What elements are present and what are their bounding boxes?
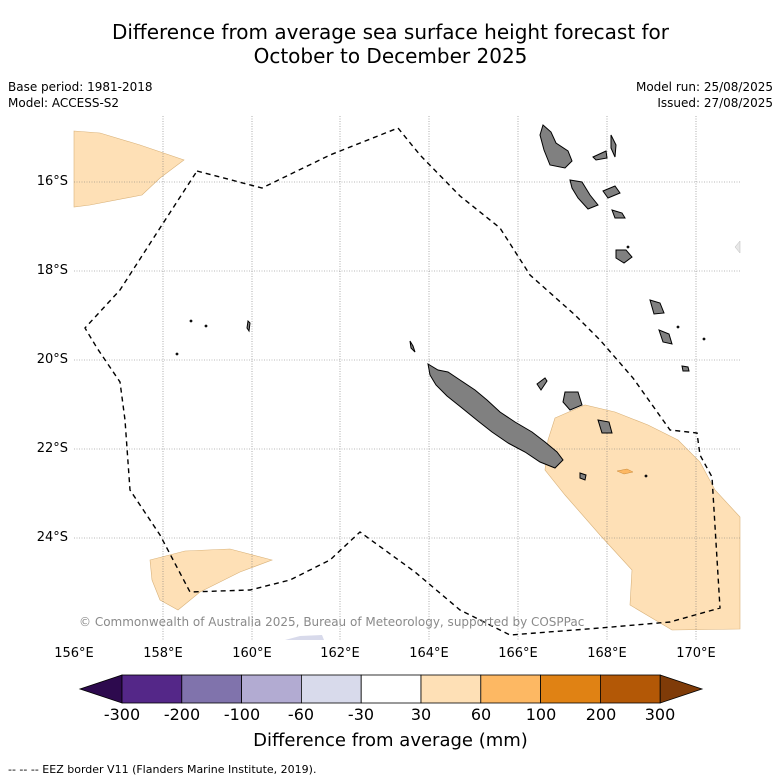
colorbar-tick: -300 [103, 705, 141, 724]
colorbar-tick: 100 [525, 705, 557, 724]
loyalty-ouvea [536, 377, 548, 391]
colorbar-segment [241, 674, 302, 704]
loyalty-lifou [562, 391, 583, 411]
chesterfield-reef [246, 319, 251, 333]
copyright-notice: © Commonwealth of Australia 2025, Bureau… [79, 615, 585, 629]
vanuatu-epi [611, 209, 626, 219]
colorbar-tick: -60 [287, 705, 315, 724]
small-islet-7 [644, 474, 648, 478]
small-islet-4 [676, 325, 680, 329]
colorbar-segment [300, 674, 362, 704]
vanuatu-efate [615, 249, 633, 264]
loyalty-mare [597, 419, 613, 434]
model-run: Model run: 25/08/2025 [635, 80, 773, 94]
issued-date: Issued: 27/08/2025 [657, 96, 773, 110]
colorbar [78, 674, 704, 704]
anomaly-patch-negative-south [285, 635, 324, 640]
new-caledonia-island [427, 363, 564, 469]
lon-tick-158e: 158°E [143, 646, 183, 661]
belep-islands [409, 340, 416, 353]
small-islet-5 [702, 337, 706, 341]
isle-of-pines [579, 472, 587, 481]
colorbar-segment [121, 674, 183, 704]
map-title: Difference from average sea surface heig… [0, 20, 781, 68]
lon-tick-164e: 164°E [409, 646, 449, 661]
colorbar-tick: 30 [410, 705, 432, 724]
lon-tick-168e: 168°E [587, 646, 627, 661]
colorbar-segment [600, 674, 661, 704]
anomaly-patch-darker [616, 468, 634, 475]
small-islet-3 [175, 352, 179, 356]
colorbar-segment [480, 674, 541, 704]
anomaly-patch-southwest [149, 548, 273, 611]
vanuatu-espiritu-santo [539, 124, 573, 169]
anomaly-patch-east-edge [734, 240, 741, 254]
colorbar-tick: 60 [470, 705, 492, 724]
eez-border [84, 127, 721, 636]
small-islet-2 [204, 324, 208, 328]
vanuatu-aneityum [681, 365, 690, 372]
lat-tick-20s: 20°S [36, 352, 68, 367]
small-islet-6 [626, 245, 630, 249]
colorbar-tick: 200 [585, 705, 617, 724]
colorbar-extend-low [78, 674, 123, 704]
colorbar-segment [181, 674, 243, 704]
lon-tick-160e: 160°E [232, 646, 272, 661]
base-period: Base period: 1981-2018 [8, 80, 153, 94]
lat-tick-18s: 18°S [36, 263, 68, 278]
lon-tick-162e: 162°E [320, 646, 360, 661]
colorbar-label: Difference from average (mm) [253, 730, 528, 751]
colorbar-tick: 300 [644, 705, 676, 724]
lat-tick-24s: 24°S [36, 530, 68, 545]
vanuatu-tanna [658, 329, 673, 345]
model-name: Model: ACCESS-S2 [8, 96, 120, 110]
eez-legend-note: -- -- -- EEZ border V11 (Flanders Marine… [8, 763, 317, 776]
vanuatu-pentecost [610, 134, 617, 158]
title-line-2: October to December 2025 [253, 44, 528, 68]
colorbar-tick: -30 [347, 705, 375, 724]
land-masses [175, 124, 706, 481]
lon-tick-156e: 156°E [54, 646, 94, 661]
small-islet-1 [189, 319, 193, 323]
colorbar-segment [420, 674, 482, 704]
meta-right: Model run: 25/08/2025 Issued: 27/08/2025 [636, 79, 773, 111]
vanuatu-ambrym [602, 185, 621, 199]
lat-tick-22s: 22°S [36, 441, 68, 456]
lon-tick-170e: 170°E [676, 646, 716, 661]
colorbar-extend-high [659, 674, 704, 704]
anomaly-patch-southeast [544, 404, 741, 631]
anomaly-patch-northwest [73, 130, 185, 208]
vanuatu-ambae [592, 150, 608, 161]
colorbar-segment [540, 674, 601, 704]
colorbar-segment [360, 674, 422, 704]
colorbar-tick: -200 [163, 705, 201, 724]
meta-left: Base period: 1981-2018 Model: ACCESS-S2 [8, 79, 153, 111]
title-line-1: Difference from average sea surface heig… [111, 20, 670, 44]
lat-tick-16s: 16°S [36, 174, 68, 189]
lon-tick-166e: 166°E [498, 646, 538, 661]
graticule [74, 116, 740, 640]
colorbar-tick: -100 [223, 705, 261, 724]
vanuatu-malekula [569, 179, 599, 210]
vanuatu-erromango [649, 299, 665, 315]
